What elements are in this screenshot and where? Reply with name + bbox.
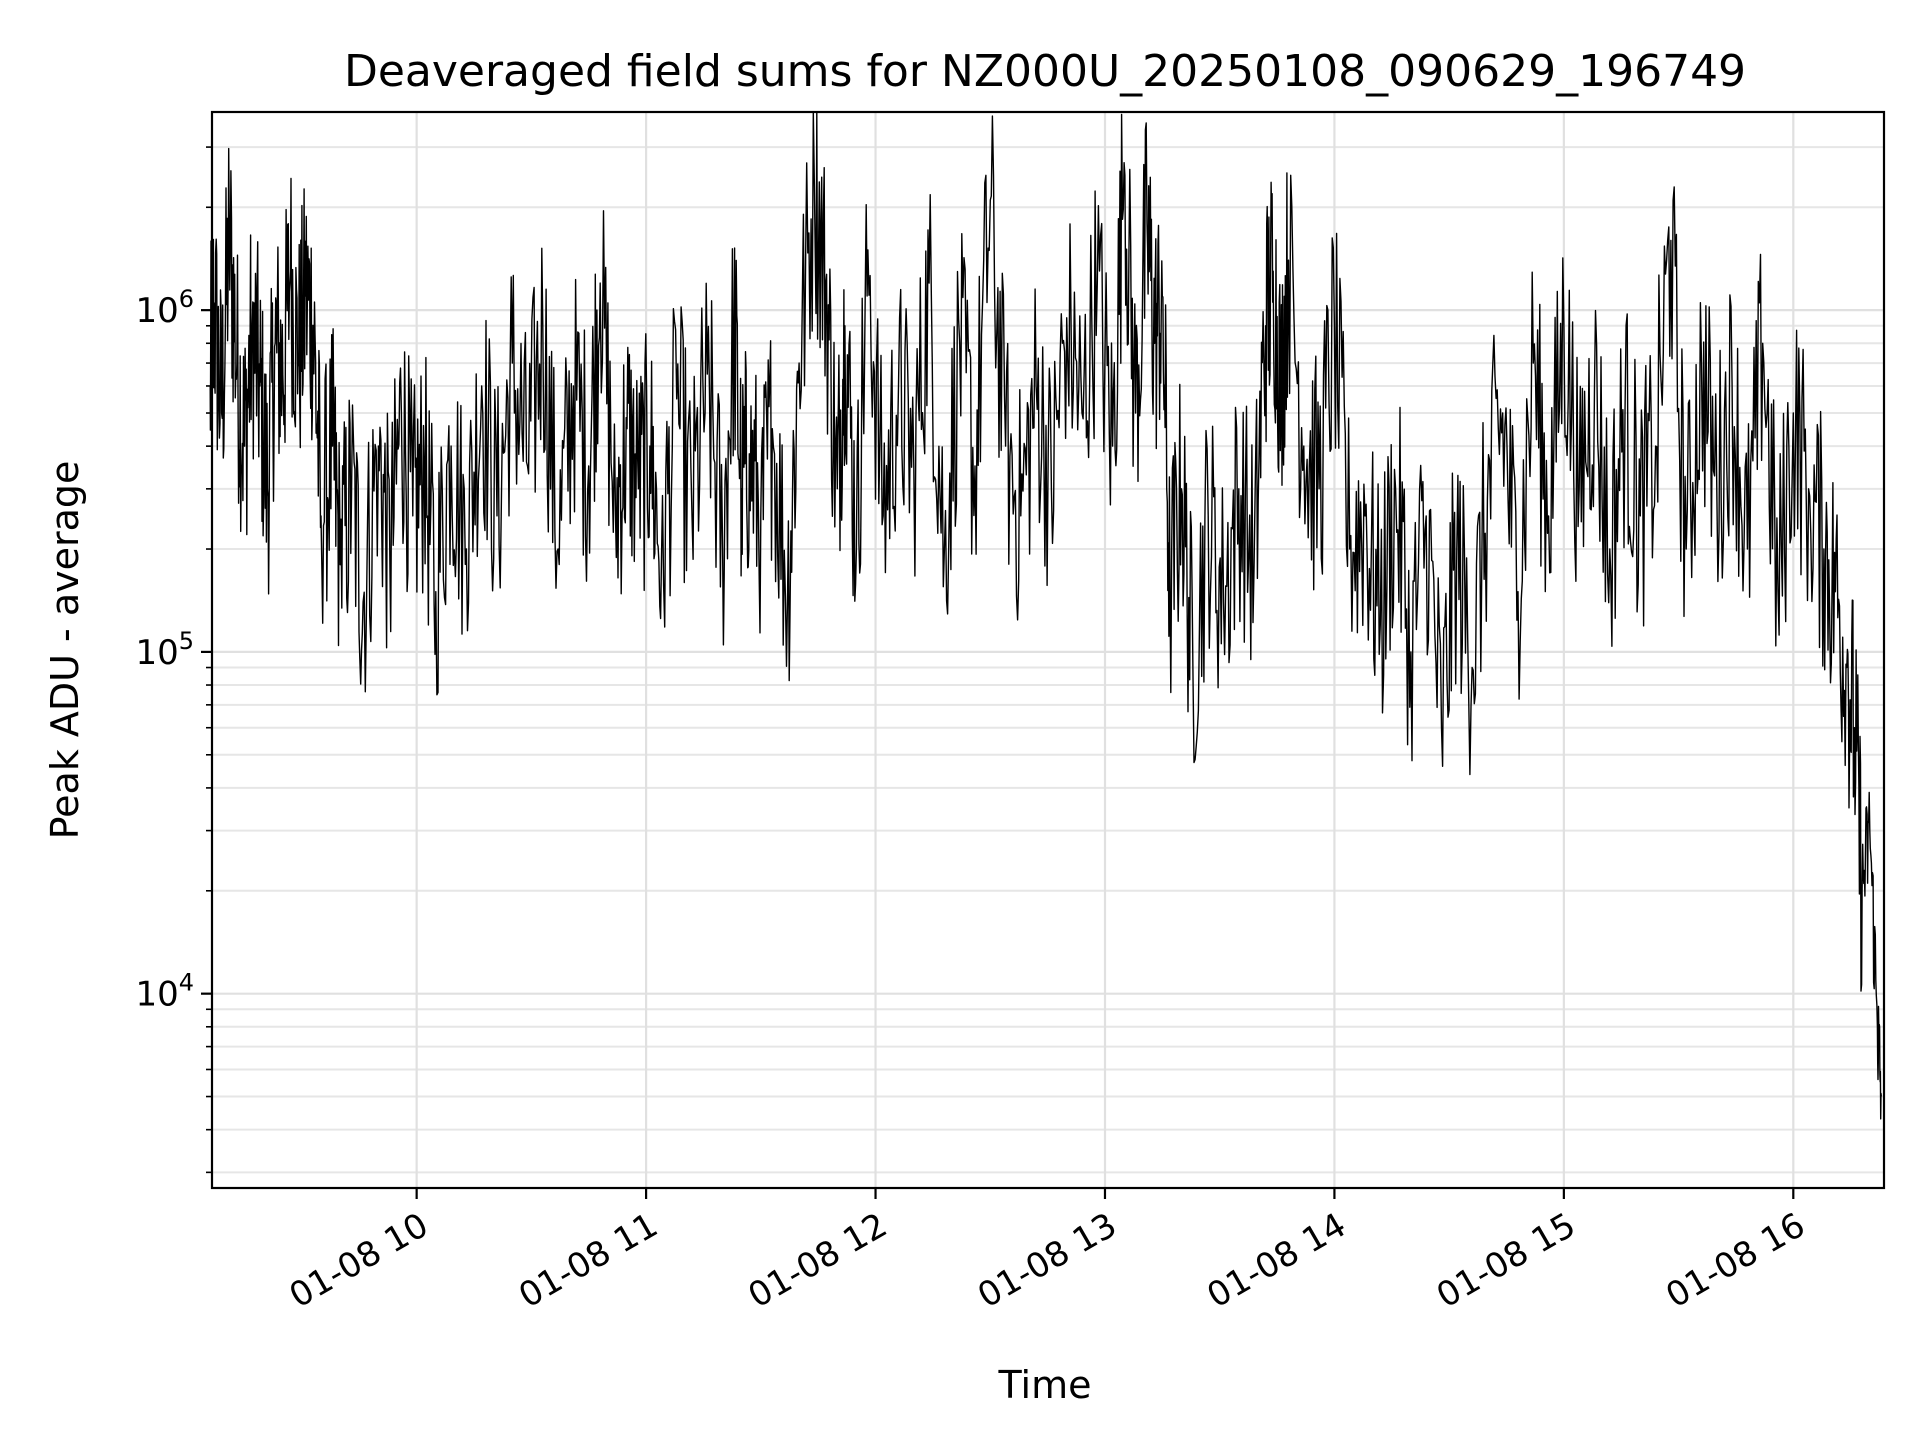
y-tick-label: 104 xyxy=(135,969,194,1015)
y-tick-label: 105 xyxy=(135,627,194,673)
x-tick-label: 01-08 16 xyxy=(1659,1205,1811,1316)
y-axis-label: Peak ADU - average xyxy=(43,461,87,840)
x-tick-label: 01-08 15 xyxy=(1430,1205,1582,1316)
x-axis: 01-08 10 01-08 11 01-08 12 01-08 13 01-08 14… xyxy=(283,1188,1812,1316)
x-tick-label: 01-08 14 xyxy=(1201,1205,1353,1316)
x-axis-label: Time xyxy=(998,1363,1092,1407)
x-tick-label: 01-08 13 xyxy=(971,1205,1123,1316)
x-tick-label: 01-08 10 xyxy=(283,1205,435,1316)
y-axis: 104 105 106 xyxy=(135,146,212,1174)
chart-title: Deaveraged field sums for NZ000U_2025010… xyxy=(344,46,1746,97)
x-tick-label: 01-08 12 xyxy=(742,1205,894,1316)
series-line xyxy=(209,111,1882,1120)
plot-frame xyxy=(210,110,1886,1190)
y-tick-label: 106 xyxy=(135,285,194,331)
grid-lines xyxy=(212,112,1884,1188)
x-tick-label: 01-08 11 xyxy=(512,1205,664,1316)
